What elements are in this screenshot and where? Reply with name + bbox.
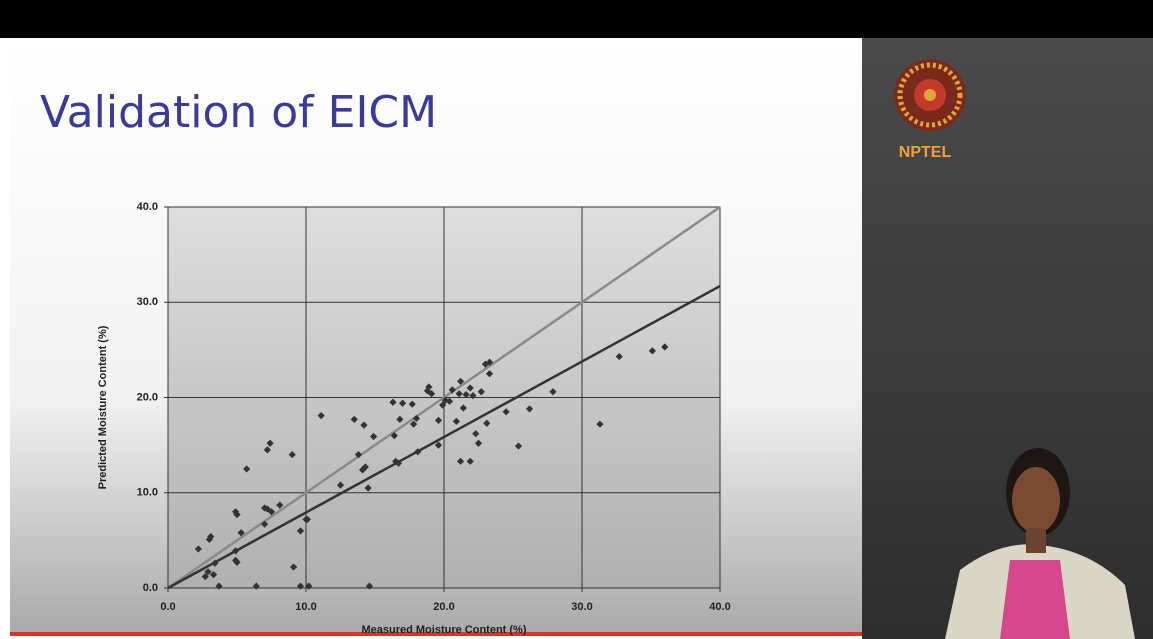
x-tick-label: 30.0 (571, 601, 592, 613)
plot: 0.0 10.0 20.0 30.0 40.0 0.0 10.0 20.0 30.0 40.0 Me… (97, 201, 731, 636)
top-bar (0, 0, 1153, 38)
logo-text: NPTEL (899, 144, 952, 161)
page: {"slide": {"title": "Validation of EICM"… (0, 0, 1153, 639)
y-tick-label: 30.0 (137, 296, 158, 308)
x-tick-label: 0.0 (160, 601, 175, 613)
y-tick-label: 40.0 (137, 201, 158, 213)
x-tick-label: 10.0 (295, 601, 316, 613)
slide-title: Validation of EICM (40, 87, 437, 138)
y-tick-label: 10.0 (137, 487, 158, 499)
screen: Validation of EICM NPTEL 0.0 10.0 20.0 30.0… (0, 0, 1153, 639)
y-axis-title: Predicted Moisture Content (%) (97, 325, 109, 489)
x-tick-label: 20.0 (433, 601, 454, 613)
y-tick-label: 20.0 (137, 391, 158, 403)
x-axis-title: Measured Moisture Content (%) (361, 624, 526, 636)
x-tick-label: 40.0 (709, 601, 730, 613)
y-tick-label: 0.0 (143, 582, 158, 594)
